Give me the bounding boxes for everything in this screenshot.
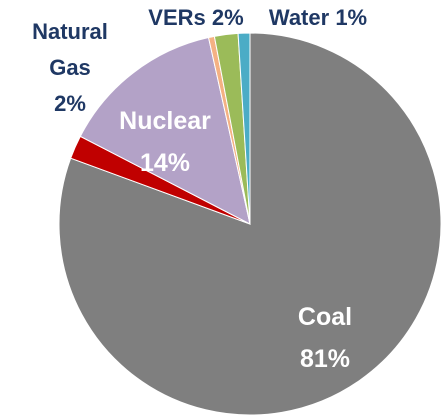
slice-label: Natural Gas 2% xyxy=(20,14,120,122)
value-label: 81% xyxy=(299,345,351,373)
category-label: Natural Gas xyxy=(32,19,108,80)
value-label: 1% xyxy=(335,5,368,30)
value-label: 14% xyxy=(139,149,191,177)
pie-slice xyxy=(79,36,251,225)
category-label: VERs xyxy=(148,5,206,30)
pie-slice xyxy=(237,32,251,225)
value-label: 2% xyxy=(211,5,244,30)
slice-label: VERs 2% xyxy=(116,0,276,36)
value-label: 2% xyxy=(54,91,86,116)
category-label: Coal xyxy=(297,303,353,331)
slice-label: Water 1% xyxy=(238,0,398,36)
category-label: Nuclear xyxy=(119,107,211,135)
category-label: Water xyxy=(268,5,330,30)
slice-label: Nuclear 14% xyxy=(85,100,245,184)
slice-label: Coal 81% xyxy=(245,296,405,380)
